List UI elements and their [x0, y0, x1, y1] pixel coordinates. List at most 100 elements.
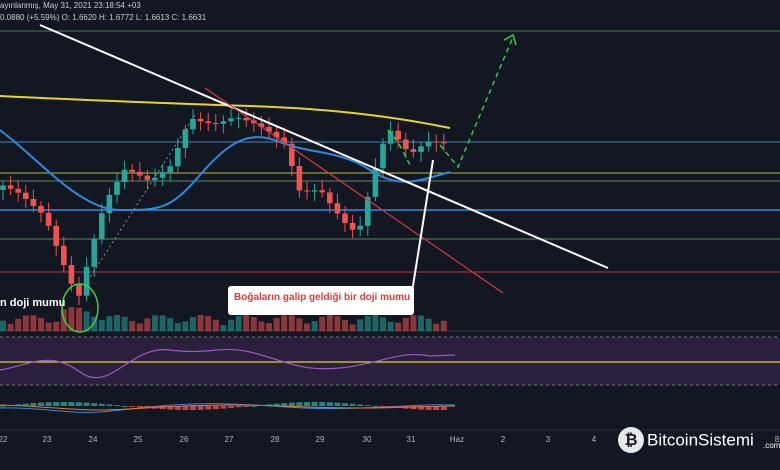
volume-bar	[197, 315, 204, 331]
x-tick-label: 4	[592, 435, 597, 444]
volume-bar	[121, 316, 128, 331]
macd-bar	[319, 402, 326, 406]
candle-body	[319, 190, 325, 193]
trend-line	[39, 24, 609, 269]
volume-bar	[326, 315, 333, 331]
macd-bar	[326, 402, 333, 406]
candle-body	[403, 139, 409, 150]
candle-body	[213, 123, 219, 125]
candle-body	[30, 198, 37, 206]
volume-bar	[364, 315, 371, 331]
macd-bar	[144, 406, 151, 409]
volume-bar	[106, 316, 113, 331]
volume-bar	[98, 320, 105, 331]
volume-bar	[159, 315, 166, 331]
candle-body	[197, 118, 204, 122]
volume-bar	[83, 311, 90, 331]
macd-bar	[235, 406, 242, 408]
watermark-icon: ₿	[624, 431, 637, 449]
volume-bar	[311, 321, 318, 331]
macd-bar	[402, 406, 409, 409]
trend-line-red	[204, 87, 504, 294]
candle-body	[441, 142, 447, 144]
candle-body	[372, 168, 379, 197]
macd-bar	[273, 403, 280, 406]
candle-body	[281, 137, 287, 144]
macd-bar	[190, 406, 196, 410]
volume-bar	[190, 317, 196, 331]
macd-bar	[15, 404, 22, 406]
x-tick-label: 22	[0, 435, 8, 444]
macd-bar	[212, 406, 219, 410]
volume-bar	[402, 317, 409, 331]
candle-body	[425, 141, 432, 147]
candle-body	[45, 212, 52, 226]
candle-body	[83, 266, 90, 296]
macd-bar	[433, 406, 440, 410]
candle-body	[137, 171, 143, 176]
candle-body	[68, 264, 75, 284]
macd-bar	[334, 402, 341, 406]
macd-bar	[76, 402, 82, 406]
volume-bar	[0, 320, 6, 331]
candle-body	[38, 205, 44, 213]
volume-bar	[288, 315, 295, 331]
rsi-band	[0, 337, 780, 385]
volume-bar	[129, 321, 136, 331]
x-tick-label: 25	[134, 435, 143, 444]
candle-body	[387, 130, 394, 144]
macd-bar	[364, 405, 371, 407]
macd-bar	[228, 406, 234, 408]
candle-body	[15, 188, 21, 193]
volume-bar	[22, 315, 29, 331]
volume-bar	[243, 315, 250, 331]
macd-bar	[121, 405, 128, 407]
x-tick-label: 8	[775, 435, 780, 444]
volume-bar	[212, 319, 219, 331]
macd-bar	[45, 402, 52, 406]
macd-bar	[220, 406, 227, 409]
candle-body	[266, 126, 272, 132]
candle-body	[121, 169, 128, 183]
macd-bar	[182, 406, 189, 410]
macd-bar	[91, 403, 98, 406]
candle-body	[311, 190, 318, 192]
candle-body	[410, 149, 417, 152]
macd-bar	[357, 404, 364, 406]
volume-bar	[334, 316, 341, 331]
volume-bar	[342, 320, 348, 331]
candle-body	[327, 192, 333, 204]
x-tick-label: 2	[501, 435, 506, 444]
candle-body	[365, 196, 371, 226]
candle-body	[380, 143, 386, 169]
candle-body	[342, 213, 348, 223]
macd-bar	[250, 405, 257, 407]
volume-bar	[220, 324, 227, 331]
moving-average-blue	[0, 129, 451, 212]
x-tick-label: 24	[89, 435, 98, 444]
volume-bar	[250, 317, 257, 331]
moving-average-yellow	[0, 95, 451, 129]
candle-body	[152, 177, 158, 180]
macd-bar	[395, 406, 402, 409]
macd-bar	[174, 406, 181, 410]
x-tick-label: 29	[316, 435, 325, 444]
signal-line	[0, 404, 456, 411]
candle-body	[395, 130, 401, 140]
macd-bar	[159, 406, 166, 410]
macd-bar	[30, 403, 37, 406]
x-tick-label: 28	[271, 435, 280, 444]
macd-bar	[342, 403, 348, 406]
rsi-pane	[0, 336, 780, 386]
volume-bar	[281, 315, 288, 331]
candle-body	[235, 117, 242, 119]
volume-bar	[144, 318, 151, 331]
projection-arrow	[387, 36, 514, 169]
volume-bar	[30, 315, 37, 331]
macd-bar	[380, 406, 386, 407]
macd-bar	[129, 406, 136, 407]
macd-bar	[266, 404, 272, 406]
volume-bar	[273, 318, 280, 331]
macd-bar	[98, 403, 105, 406]
volume-bar	[152, 315, 158, 331]
